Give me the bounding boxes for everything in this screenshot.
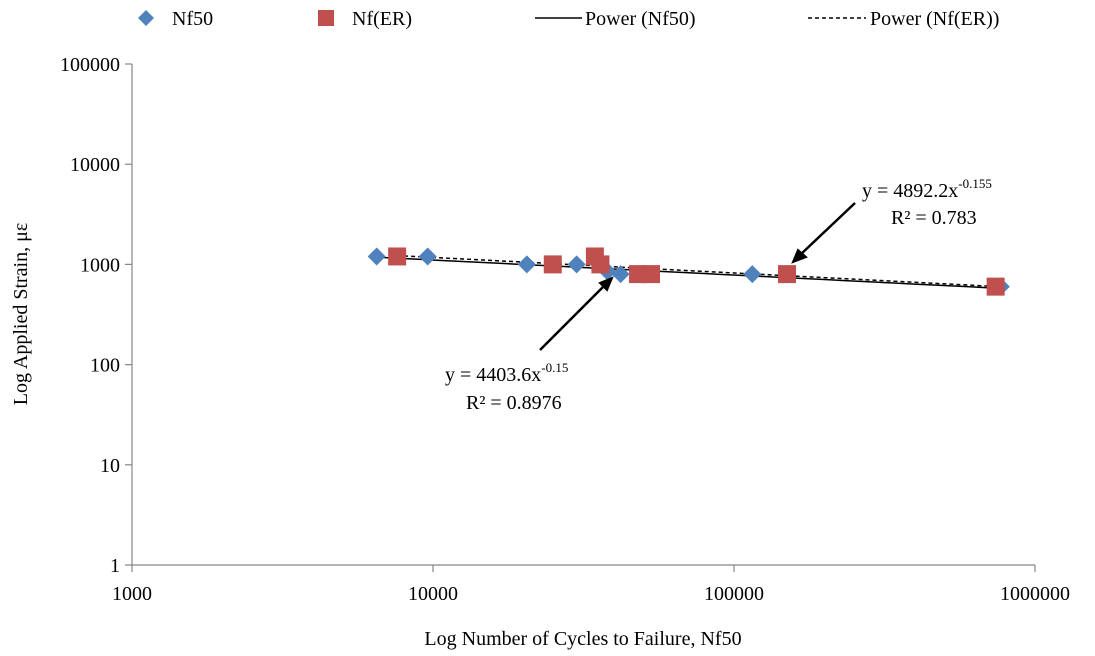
nfer-point [778,265,797,284]
legend-label-nfer: Nf(ER) [352,8,412,30]
equation-nf50-base: y = 4403.6x [445,364,541,386]
arrow-nfer [791,202,856,264]
trendline-power-nfer [397,254,996,288]
x-axis-title: Log Number of Cycles to Failure, Nf50 [424,628,741,650]
trendline-power-nf50 [376,256,1001,290]
nf50-point [743,265,762,284]
y-tick-label: 10 [100,455,120,477]
trendlines [376,254,1001,290]
annotation-nfer: y = 4892.2x-0.155 R² = 0.783 [791,176,992,264]
y-tick-label: 10000 [70,154,120,176]
y-tick-label: 100000 [60,54,120,76]
nfer-point [543,255,562,274]
equation-nfer-base: y = 4892.2x [862,180,958,202]
nfer-point [388,247,407,266]
legend-item-nfer: Nf(ER) [318,8,412,30]
nfer-point [591,255,610,274]
legend-item-power-nfer: Power (Nf(ER)) [808,8,999,30]
nfer-point [986,277,1005,296]
y-tick-label: 1 [110,555,120,577]
data-points [367,247,1010,296]
nf50-point [517,255,536,274]
legend-item-nf50: Nf50 [138,8,213,30]
y-axis-title: Log Applied Strain, με [10,223,32,405]
legend-diamond-marker [138,10,154,26]
r2-nfer: R² = 0.783 [891,207,977,229]
nf50-point [567,255,586,274]
legend: Nf50 Nf(ER) Power (Nf50) Power (Nf(ER)) [138,8,999,30]
r2-nf50: R² = 0.8976 [466,392,562,414]
equation-nf50: y = 4403.6x-0.15 [445,360,568,386]
y-tick-label: 100 [90,355,120,377]
legend-square-marker [318,10,334,26]
legend-label-nf50: Nf50 [172,8,213,30]
legend-item-power-nf50: Power (Nf50) [535,8,696,30]
annotation-nf50: y = 4403.6x-0.15 R² = 0.8976 [445,276,614,414]
x-tick-label: 10000 [408,583,458,605]
y-tick-label: 1000 [80,254,120,276]
nfer-point [642,265,661,284]
equation-nfer-exponent: -0.155 [958,176,992,191]
x-tick-label: 1000000 [1000,583,1070,605]
axes: 1 10 100 1000 10000 100000 1000 10000 100000 1000… [60,54,1070,605]
x-tick-label: 100000 [704,583,764,605]
legend-label-power-nfer: Power (Nf(ER)) [870,8,999,30]
x-tick-label: 1000 [112,583,152,605]
nf50-point [418,247,437,266]
equation-nfer: y = 4892.2x-0.155 [862,176,992,202]
nf50-point [367,247,386,266]
equation-nf50-exponent: -0.15 [541,360,568,375]
arrow-nf50 [539,276,614,351]
legend-label-power-nf50: Power (Nf50) [585,8,696,30]
nf50-point [611,265,630,284]
